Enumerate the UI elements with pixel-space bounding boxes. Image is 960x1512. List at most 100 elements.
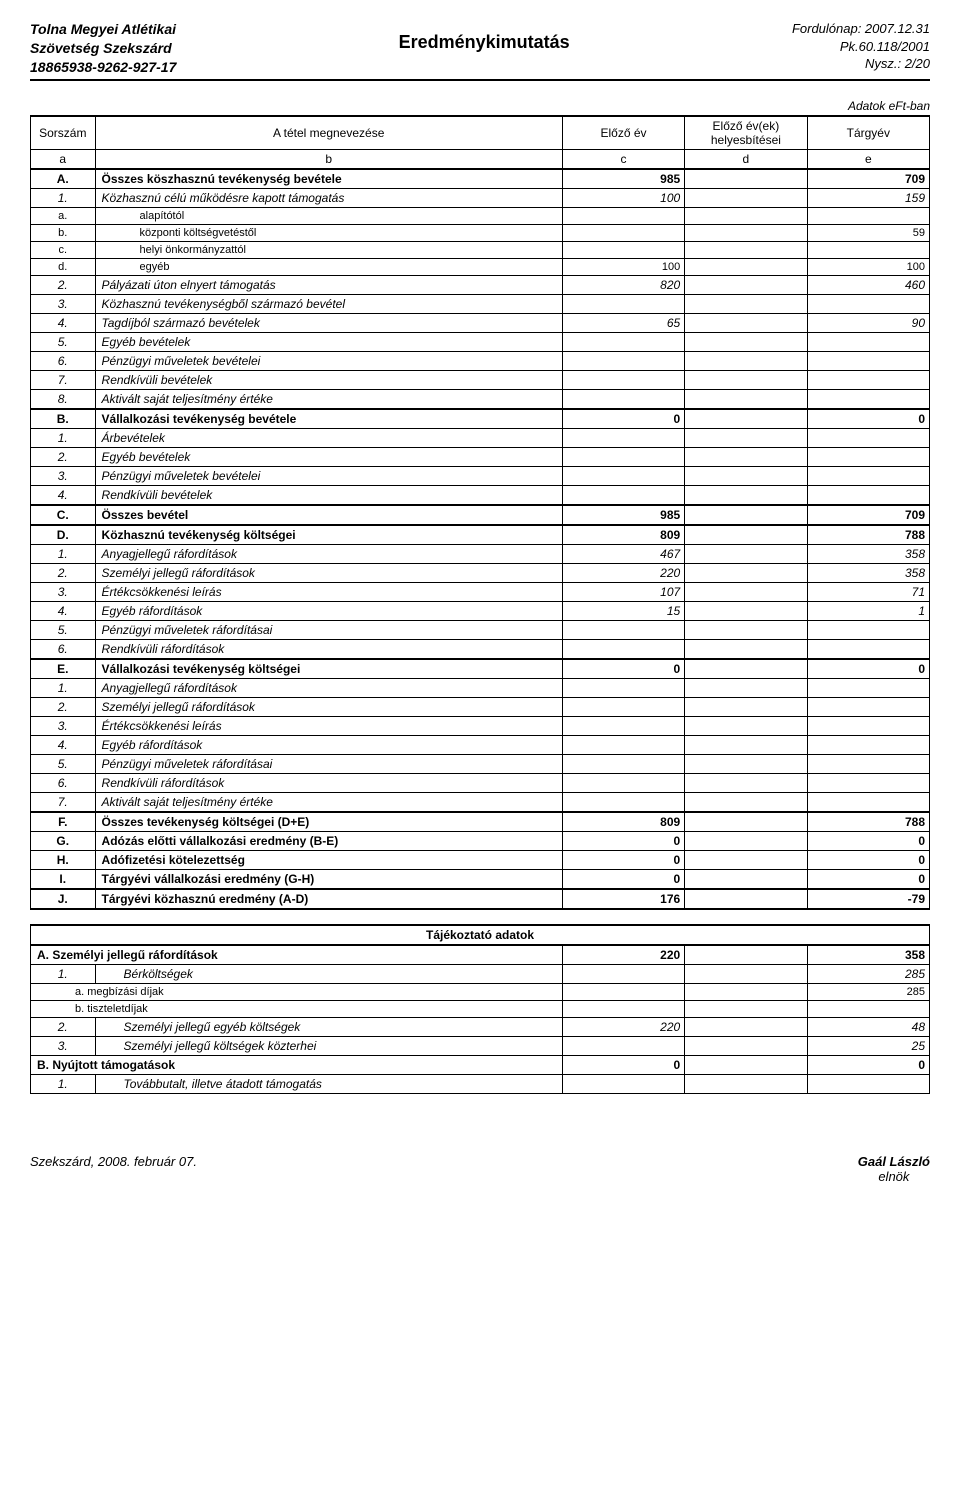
cell-prev: 0 [562,659,684,679]
cell-prev [562,428,684,447]
cell-corr [685,351,807,370]
cell-corr [685,582,807,601]
cell-corr [685,850,807,869]
cell-prev: 220 [562,945,684,965]
cell-prev: 15 [562,601,684,620]
cell-curr [807,678,929,697]
cell-corr [685,485,807,505]
cell-corr [685,1000,807,1017]
row-id: I. [31,869,96,889]
row-name: Pénzügyi műveletek ráfordításai [95,620,562,639]
cell-curr: 48 [807,1017,929,1036]
cell-prev [562,332,684,351]
row-name: b. tiszteletdíjak [31,1000,563,1017]
table-row: 4.Tagdíjból származó bevételek6590 [31,313,930,332]
cell-prev: 809 [562,525,684,545]
cell-curr [807,370,929,389]
table-row: C.Összes bevétel985709 [31,505,930,525]
row-name: alapítótól [95,207,562,224]
table-row: 6.Rendkívüli ráfordítások [31,639,930,659]
cell-curr: 59 [807,224,929,241]
row-name: Adófizetési kötelezettség [95,850,562,869]
cell-prev: 809 [562,812,684,832]
meta-block: Fordulónap: 2007.12.31 Pk.60.118/2001 Ny… [792,20,930,73]
cell-corr [685,716,807,735]
row-name: Bérköltségek [95,964,562,983]
cell-curr [807,447,929,466]
cell-prev: 100 [562,258,684,275]
row-name: Anyagjellegű ráfordítások [95,678,562,697]
table-row: 4.Rendkívüli bevételek [31,485,930,505]
cell-corr [685,544,807,563]
cell-corr [685,169,807,189]
cell-corr [685,563,807,582]
cell-corr [685,620,807,639]
cell-corr [685,370,807,389]
cell-curr: 285 [807,983,929,1000]
table-row: c.helyi önkormányzattól [31,241,930,258]
signature-block: Gaál László elnök [858,1154,930,1184]
table-row: 6.Pénzügyi műveletek bevételei [31,351,930,370]
cell-prev: 0 [562,869,684,889]
cell-corr [685,754,807,773]
cell-prev: 985 [562,505,684,525]
row-id: 3. [31,294,96,313]
cell-corr [685,1036,807,1055]
row-name: Közhasznú tevékenységből származó bevéte… [95,294,562,313]
table-row: 5.Pénzügyi műveletek ráfordításai [31,754,930,773]
row-name: Adózás előtti vállalkozási eredmény (B-E… [95,831,562,850]
table-row: E.Vállalkozási tevékenység költségei00 [31,659,930,679]
cell-corr [685,313,807,332]
row-id: 1. [31,678,96,697]
cell-prev [562,1000,684,1017]
row-id: 5. [31,754,96,773]
cell-curr: 709 [807,169,929,189]
cell-curr: 460 [807,275,929,294]
row-name: Anyagjellegű ráfordítások [95,544,562,563]
cell-corr [685,1055,807,1074]
cell-prev [562,639,684,659]
row-id: 1. [31,428,96,447]
row-name: Pénzügyi műveletek ráfordításai [95,754,562,773]
cell-corr [685,409,807,429]
row-name: Személyi jellegű egyéb költségek [95,1017,562,1036]
page-header: Tolna Megyei Atlétikai Szövetség Szekszá… [30,20,930,81]
cell-curr: 1 [807,601,929,620]
cell-prev [562,241,684,258]
cell-curr [807,389,929,409]
table-row: 3.Közhasznú tevékenységből származó bevé… [31,294,930,313]
cell-curr [807,735,929,754]
row-id: C. [31,505,96,525]
row-id: 3. [31,466,96,485]
cell-curr [807,1074,929,1093]
cell-curr [807,697,929,716]
row-id: 5. [31,620,96,639]
cell-prev: 0 [562,409,684,429]
signer-name: Gaál László [858,1154,930,1169]
cell-prev [562,294,684,313]
cell-corr [685,773,807,792]
cell-prev: 985 [562,169,684,189]
cell-prev [562,735,684,754]
cell-prev [562,754,684,773]
cell-prev: 65 [562,313,684,332]
cell-prev [562,773,684,792]
row-name: B. Nyújtott támogatások [31,1055,563,1074]
org-line2: Szövetség Szekszárd [30,39,176,58]
row-name: központi költségvetéstől [95,224,562,241]
row-id: 2. [31,697,96,716]
cell-corr [685,792,807,812]
col-b: b [95,149,562,169]
cell-corr [685,224,807,241]
col-megnevezes: A tétel megnevezése [95,116,562,150]
table-row: B. Nyújtott támogatások00 [31,1055,930,1074]
cell-corr [685,241,807,258]
row-name: Pályázati úton elnyert támogatás [95,275,562,294]
cell-curr: 0 [807,831,929,850]
cell-corr [685,678,807,697]
row-name: Értékcsökkenési leírás [95,716,562,735]
cell-corr [685,1074,807,1093]
cell-prev [562,389,684,409]
cell-corr [685,525,807,545]
cell-prev: 107 [562,582,684,601]
